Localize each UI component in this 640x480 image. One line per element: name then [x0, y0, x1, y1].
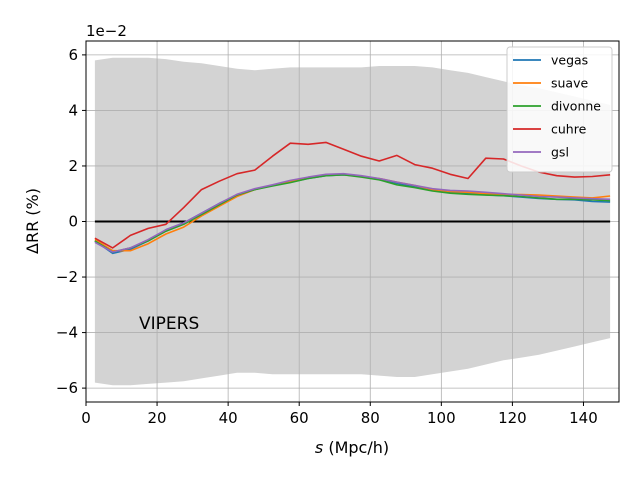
- legend-label-gsl: gsl: [551, 145, 569, 160]
- y-tick-label: 2: [68, 157, 78, 175]
- y-axis-label: ΔRR (%): [23, 188, 42, 254]
- series-line-divonne: [94, 174, 611, 253]
- y-tick-label: 4: [68, 101, 78, 119]
- x-tick-label: 60: [290, 409, 309, 427]
- x-axis-label-symbol: s: [315, 438, 323, 457]
- tick-layer: 0 20 40 60 80 100 120 140 −6 −4 −2 0 2 4 6: [56, 46, 598, 427]
- x-tick-label: 100: [427, 409, 456, 427]
- annotation-label: VIPERS: [139, 314, 199, 334]
- x-tick-label: 0: [81, 409, 91, 427]
- x-tick-label: 80: [361, 409, 380, 427]
- x-tick-label: 140: [569, 409, 598, 427]
- legend-label-divonne: divonne: [551, 99, 601, 114]
- legend: vegas suave divonne cuhre gsl: [506, 46, 613, 173]
- x-axis-label: s (Mpc/h): [315, 438, 389, 457]
- x-tick-label: 20: [148, 409, 167, 427]
- x-tick-label: 120: [498, 409, 527, 427]
- y-tick-label: 0: [68, 213, 78, 231]
- legend-label-vegas: vegas: [551, 53, 588, 68]
- y-tick-label: −4: [56, 324, 78, 342]
- x-tick-label: 40: [219, 409, 238, 427]
- series-line-gsl: [94, 172, 611, 253]
- legend-box: [506, 46, 613, 173]
- y-tick-label: −6: [56, 379, 78, 397]
- x-axis-label-unit: (Mpc/h): [323, 438, 389, 457]
- y-tick-label: −2: [56, 268, 78, 286]
- legend-label-cuhre: cuhre: [551, 122, 587, 137]
- legend-label-suave: suave: [551, 76, 588, 91]
- y-offset-text: 1e−2: [86, 22, 127, 40]
- y-tick-label: 6: [68, 46, 78, 64]
